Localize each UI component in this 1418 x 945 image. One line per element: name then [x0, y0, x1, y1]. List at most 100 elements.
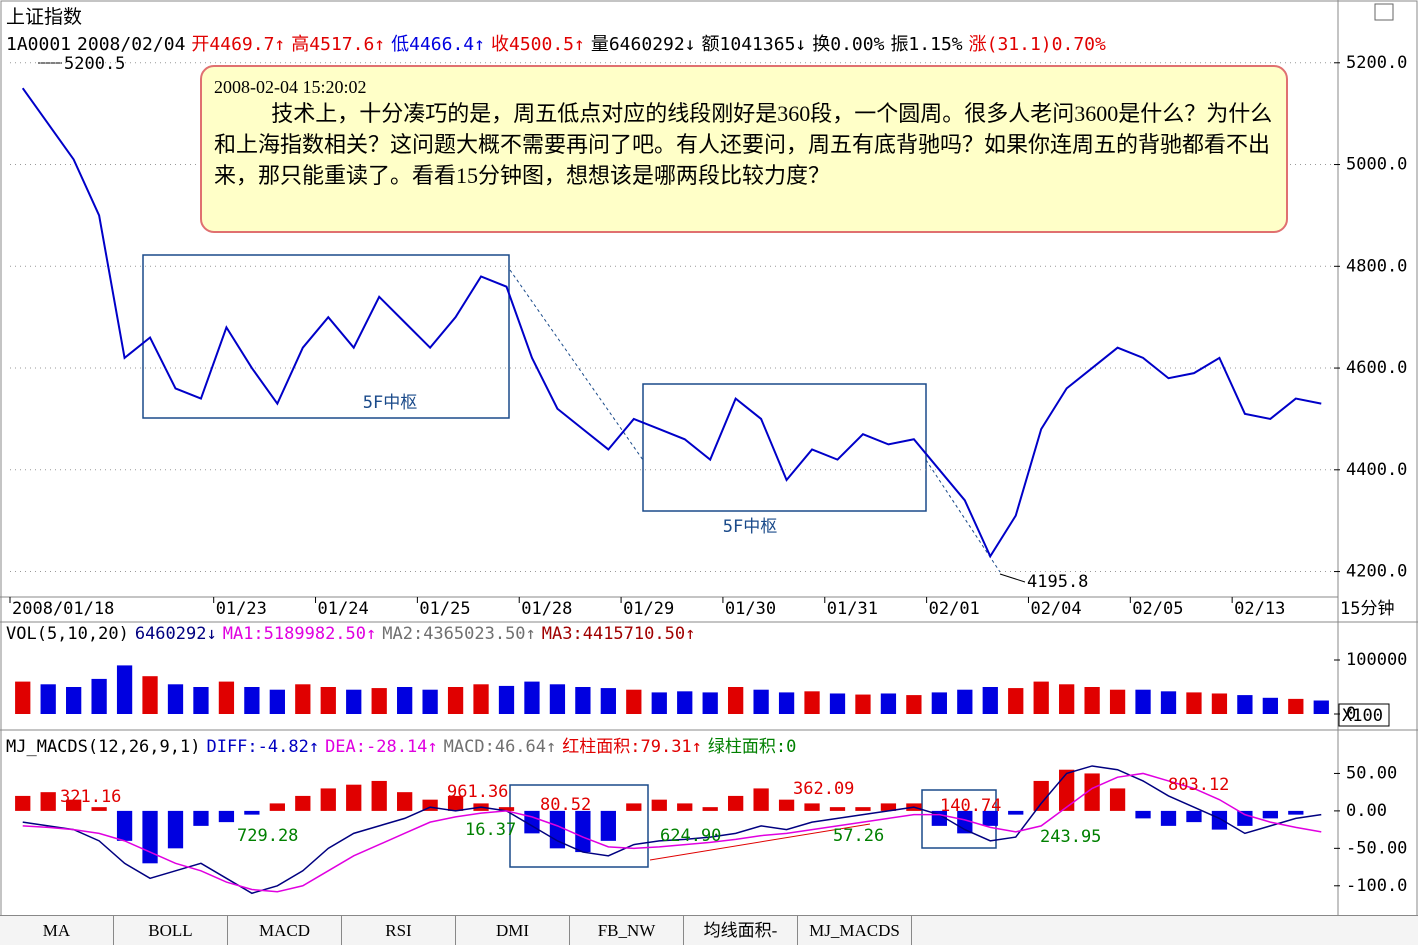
volume-bar: [855, 694, 871, 714]
volume-bar: [1135, 689, 1151, 714]
pivot-label: 5F中枢: [363, 393, 417, 413]
volume-bar: [371, 688, 387, 714]
macd-bar: [244, 810, 260, 815]
area-annotation: 16.37: [465, 820, 516, 840]
volume-bar: [1059, 684, 1075, 714]
macd-bar: [804, 803, 820, 811]
macd-bar: [142, 810, 158, 864]
x-tick-label: 02/01: [929, 599, 980, 619]
quote-field: 收4500.5↑: [490, 34, 585, 55]
macd-bar: [498, 807, 515, 811]
x-tick-label: 01/23: [216, 599, 267, 619]
volume-bar: [320, 687, 336, 714]
macd-bar: [1262, 810, 1278, 819]
macd-bar: [575, 810, 591, 853]
volume-bar: [1288, 698, 1304, 714]
macd-bar: [880, 803, 897, 811]
indicator-tabs: MA BOLL MACD RSI DMI FB_NW 均线面积- MJ_MACDS: [0, 915, 1418, 945]
macd-bar: [346, 784, 362, 811]
leader-line: [999, 573, 1026, 583]
quote-field: 开4469.7↑: [191, 34, 286, 55]
window-button[interactable]: [1374, 3, 1394, 21]
quote-info: 1A0001 2008/02/04 开4469.7↑ 高4517.6↑ 低4466.4↑…: [6, 30, 1112, 56]
macd-bar: [422, 799, 438, 811]
area-annotation: 803.12: [1168, 775, 1229, 795]
quote-field: 低4466.4↑: [391, 34, 485, 55]
volume-bar: [880, 693, 897, 714]
annotation-box: 2008-02-04 15:20:02 技术上，十分凑巧的是，周五低点对应的线段…: [200, 65, 1288, 233]
x-tick-label: 02/04: [1030, 599, 1081, 619]
x-tick-label: 02/05: [1132, 599, 1183, 619]
volume-bar: [1211, 693, 1228, 714]
tab[interactable]: MA: [0, 916, 114, 945]
tab[interactable]: BOLL: [114, 916, 228, 945]
x-tick-label: 01/24: [318, 599, 369, 619]
macd-title: MJ_MACDS(12,26,9,1): [6, 737, 201, 757]
y-tick-label: 4800.0: [1346, 256, 1407, 276]
macd-bar: [1288, 810, 1304, 815]
volume-bar: [346, 689, 362, 714]
macd-bar: [1008, 810, 1024, 815]
x-tick-label: 02/13: [1234, 599, 1285, 619]
tab[interactable]: 均线面积-: [684, 916, 798, 945]
volume-bar: [575, 687, 591, 714]
macd-bar: [269, 803, 285, 811]
volume-bar: [447, 687, 464, 714]
volume-bar: [116, 665, 133, 714]
volume-bar: [778, 692, 795, 714]
area-annotation: 243.95: [1040, 827, 1101, 847]
macd-bar: [702, 807, 718, 811]
macd-bar: [1211, 810, 1228, 830]
macd-bar: [1186, 810, 1202, 823]
volume-bar: [142, 676, 158, 714]
macd-bar: [651, 799, 667, 811]
tab[interactable]: MACD: [228, 916, 342, 945]
macd-bar: [600, 810, 616, 841]
readout: 红柱面积:79.31↑: [562, 737, 702, 757]
tab[interactable]: FB_NW: [570, 916, 684, 945]
macd-bar: [447, 795, 464, 811]
volume-bar: [244, 687, 260, 714]
readout: 6460292↓: [134, 624, 217, 644]
x-tick-label: 01/28: [521, 599, 572, 619]
readout: MA1:5189982.50↑: [222, 624, 377, 644]
macd-bar: [1084, 773, 1100, 811]
macd-bar: [320, 788, 336, 811]
area-annotation: 729.28: [237, 826, 298, 846]
macd-bar: [218, 810, 235, 823]
quote-field: 1A0001: [6, 34, 72, 55]
macd-bar: [677, 803, 693, 811]
tab[interactable]: RSI: [342, 916, 456, 945]
quote-field: 高4517.6↑: [291, 34, 386, 55]
area-annotation: 140.74: [940, 796, 1001, 816]
area-annotation: 57.26: [833, 826, 884, 846]
macd-box: [509, 784, 649, 868]
volume-bar: [524, 681, 540, 714]
pivot-box: [142, 254, 510, 419]
macd-bar: [626, 803, 642, 811]
readout: DIFF:-4.82↑: [206, 737, 320, 757]
y-tick-label: 50.00: [1346, 763, 1397, 783]
price-annotation: 5200.5: [64, 54, 125, 74]
y-tick-label: 5200.0: [1346, 53, 1407, 73]
macd-bar: [1033, 780, 1049, 811]
annotation-text: 技术上，十分凑巧的是，周五低点对应的线段刚好是360段，一个圆周。很多人老问36…: [214, 101, 1273, 188]
y-tick-label: 4600.0: [1346, 358, 1407, 378]
volume-bar: [728, 687, 744, 714]
volume-bar: [1313, 700, 1329, 714]
readout: MA3:4415710.50↑: [541, 624, 696, 644]
volume-bar: [829, 693, 846, 714]
tab[interactable]: MJ_MACDS: [798, 916, 912, 945]
price-line: [21, 87, 1322, 559]
readout: MACD:46.64↑: [443, 737, 557, 757]
tab[interactable]: DMI: [456, 916, 570, 945]
macd-bar: [15, 795, 31, 811]
pivot-box: [642, 383, 927, 512]
volume-bar: [218, 681, 235, 714]
volume-bar: [473, 684, 489, 714]
quote-field: 额1041365↓: [701, 34, 807, 55]
y-tick-label: 100000: [1346, 650, 1407, 670]
area-annotation: 80.52: [540, 795, 591, 815]
x-tick-label: 01/30: [725, 599, 776, 619]
